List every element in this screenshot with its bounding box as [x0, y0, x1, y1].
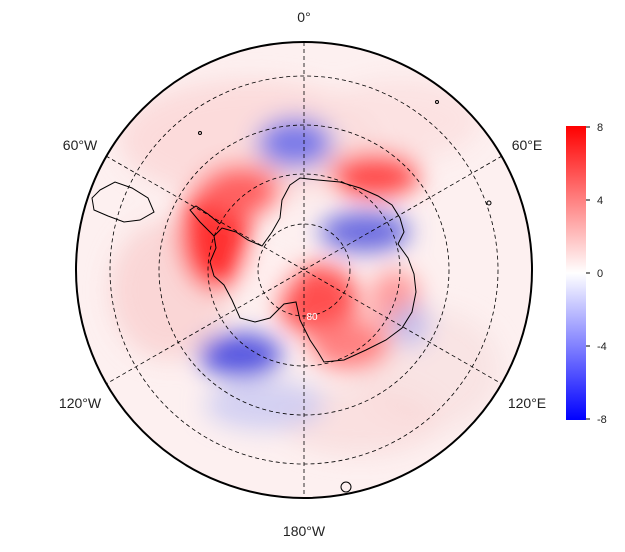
south-america-tip	[91, 181, 155, 223]
island-marker	[340, 481, 352, 493]
island-marker	[435, 100, 439, 104]
colorbar-tick-label: 4	[597, 195, 603, 207]
colorbar-ticks	[586, 126, 590, 420]
lon-label-180w: 180°W	[283, 523, 326, 539]
lon-label-0: 0°	[297, 9, 310, 25]
colorbar-tick-label: 8	[597, 122, 603, 134]
map-boundary	[75, 41, 533, 499]
graticule	[105, 42, 503, 498]
colorbar-tick-label: -8	[597, 414, 607, 426]
island-marker	[486, 200, 492, 206]
lat-label-80: 80	[306, 312, 318, 323]
colorbar	[566, 126, 586, 420]
colorbar-tick-label: -4	[597, 341, 607, 353]
lon-label-60e: 60°E	[512, 137, 543, 153]
lon-label-120w: 120°W	[59, 395, 102, 411]
antarctica-coastline	[209, 177, 417, 363]
lon-label-60w: 60°W	[63, 137, 98, 153]
colorbar-tick-label: 0	[597, 268, 603, 280]
lon-label-120e: 120°E	[508, 395, 546, 411]
island-marker	[198, 131, 202, 135]
